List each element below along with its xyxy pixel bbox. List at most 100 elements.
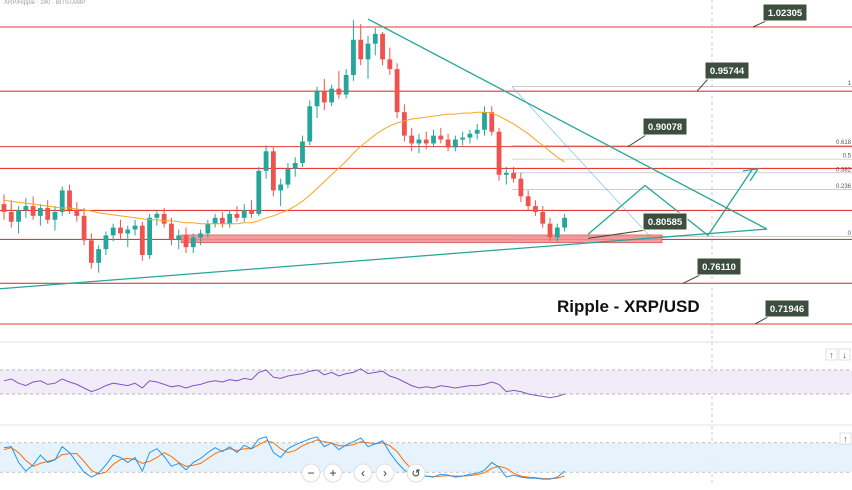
candle-body-61 [445, 139, 451, 148]
stoch-pane-up-arrow[interactable]: ↑ [839, 432, 852, 445]
fib-retracement: 1 0.618 0.5 0.382 0.236 0 [511, 81, 852, 237]
candle-body-17 [125, 229, 131, 234]
candle-body-10 [74, 209, 80, 216]
candle-body-0 [1, 204, 7, 212]
candle-body-50 [365, 43, 371, 60]
svg-text:↺: ↺ [411, 468, 420, 480]
candle-body-28 [205, 223, 211, 234]
zoom-in-button[interactable]: + [323, 463, 343, 483]
fib-label-4: 0.236 [836, 184, 852, 190]
candle-body-16 [118, 227, 123, 234]
candle-body-8 [59, 190, 65, 212]
fib-label-3: 0.382 [836, 167, 852, 173]
candle-body-23 [169, 223, 174, 240]
pane-down-arrow[interactable]: ↓ [838, 348, 851, 361]
stochastic-pane [0, 424, 852, 480]
projection-arrowhead [742, 168, 760, 182]
zoom-out-button[interactable]: − [301, 463, 321, 483]
label-box-3 [642, 212, 688, 231]
candle-body-71 [518, 178, 524, 197]
reset-icon[interactable]: ↺ [406, 463, 426, 483]
candle-body-70 [511, 172, 516, 179]
rsi-pane [0, 341, 852, 399]
label-box-5 [764, 299, 810, 318]
candle-body-59 [431, 135, 436, 144]
candle-body-51 [372, 33, 378, 44]
label-box-1 [704, 61, 750, 80]
candle-body-47 [343, 74, 349, 95]
candle-body-77 [562, 217, 567, 228]
candle-body-57 [416, 139, 422, 144]
candle-body-27 [198, 233, 203, 238]
candle-body-63 [460, 137, 466, 140]
candle-body-31 [227, 213, 233, 224]
scroll-right-button[interactable]: › [375, 463, 395, 483]
candle-body-14 [103, 235, 109, 250]
candle-body-25 [183, 235, 189, 248]
candle-body-6 [45, 208, 51, 220]
candle-body-49 [358, 39, 364, 60]
candle-body-58 [423, 139, 429, 144]
price-labels: 1.02305 0.95744 0.90078 0.80585 0.76110 0.719… [587, 3, 810, 325]
candle-body-9 [67, 190, 72, 210]
candle-body-43 [314, 90, 320, 107]
svg-text:−: − [307, 466, 314, 480]
candle-body-32 [234, 213, 240, 218]
candle-body-29 [212, 217, 218, 224]
rising-trendline [0, 228, 768, 290]
chart-header: XRP/Ripple · 240 · BITSTAMP [4, 0, 85, 6]
candle-body-20 [147, 217, 152, 255]
price-label-2: 0.90078 [648, 122, 682, 133]
ma-line [3, 111, 565, 225]
candle-body-34 [249, 209, 254, 214]
candle-body-33 [241, 209, 247, 218]
svg-text:↑: ↑ [843, 434, 848, 444]
candle-body-7 [52, 211, 58, 220]
candle-body-37 [270, 151, 276, 191]
price-label-5: 0.71946 [770, 304, 804, 315]
candle-body-62 [452, 139, 458, 148]
candle-body-2 [16, 209, 21, 222]
price-label-4: 0.76110 [702, 262, 736, 273]
scroll-left-button[interactable]: ‹ [353, 463, 373, 483]
candle-body-52 [380, 33, 385, 60]
candle-body-65 [474, 129, 480, 134]
moving-average [3, 111, 565, 225]
candle-body-35 [256, 170, 262, 214]
rsi-band [0, 370, 852, 394]
label-leader-3 [587, 229, 647, 239]
candle-body-13 [96, 249, 102, 263]
svg-text:+: + [329, 466, 336, 480]
chart-title: Ripple - XRP/USD [557, 297, 700, 316]
fib-diagonal [511, 86, 651, 237]
label-box-0 [762, 3, 808, 22]
label-leader-0 [752, 20, 767, 28]
svg-text:↓: ↓ [842, 350, 847, 360]
candle-body-73 [533, 206, 538, 212]
candle-body-19 [139, 225, 145, 255]
candle-body-39 [285, 168, 291, 185]
candle-body-42 [307, 106, 313, 142]
svg-text:‹: ‹ [361, 466, 365, 480]
candle-body-3 [23, 206, 29, 210]
candlesticks [1, 20, 567, 273]
candle-body-15 [110, 227, 116, 236]
price-label-0: 1.02305 [768, 8, 803, 19]
candle-body-21 [154, 213, 160, 218]
label-box-2 [642, 117, 688, 136]
candle-body-55 [402, 112, 407, 136]
candle-body-56 [409, 135, 415, 144]
candle-body-74 [540, 211, 546, 224]
fib-label-5: 0 [848, 231, 852, 237]
falling-trendline [367, 18, 768, 230]
candle-body-12 [88, 240, 94, 263]
projection-path [587, 169, 753, 237]
pane-up-arrow[interactable]: ↑ [825, 348, 838, 361]
candle-body-46 [336, 88, 342, 95]
candle-body-4 [30, 206, 36, 216]
label-leader-2 [627, 134, 647, 148]
candle-body-38 [278, 184, 284, 191]
candle-body-24 [176, 235, 182, 240]
